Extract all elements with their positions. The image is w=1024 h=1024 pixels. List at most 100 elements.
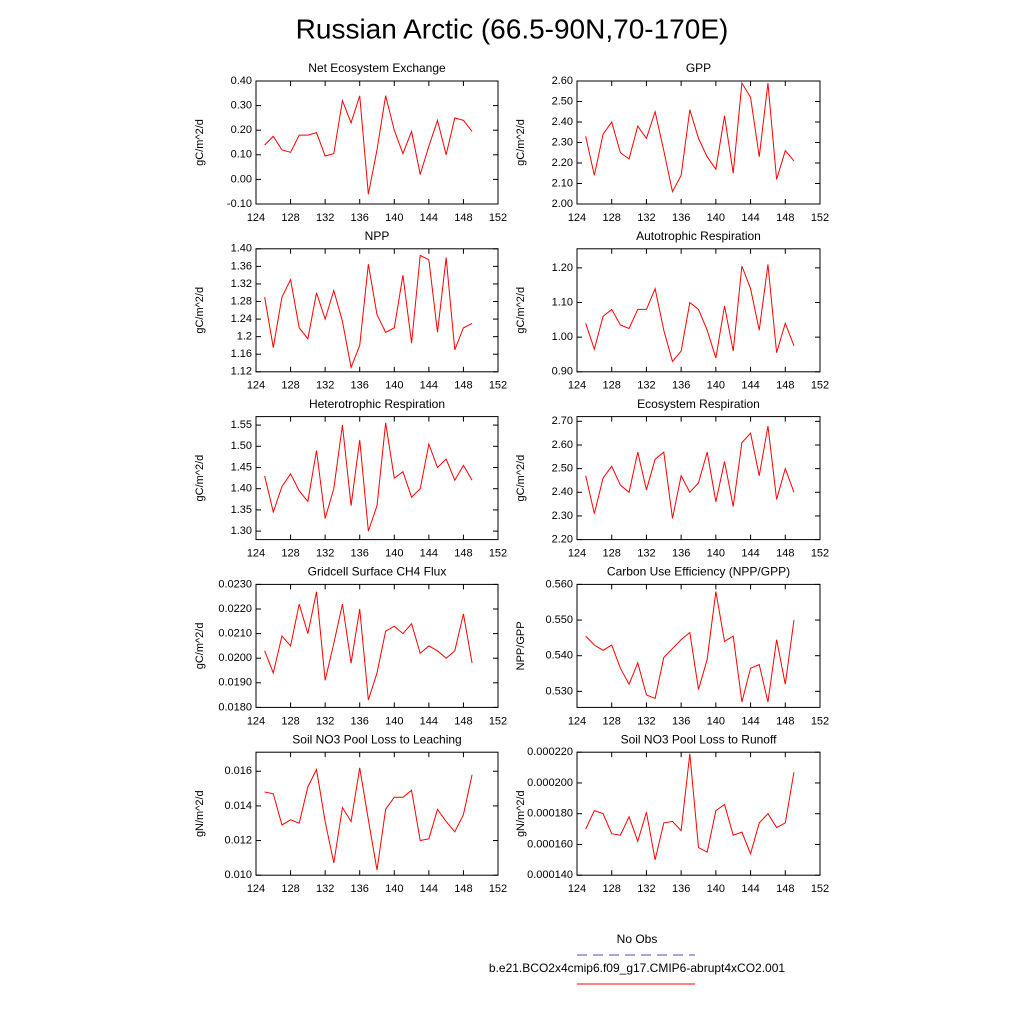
x-tick-label: 132 <box>637 883 655 895</box>
x-tick-label: 144 <box>741 548 759 560</box>
x-tick-label: 144 <box>420 548 438 560</box>
x-tick-label: 132 <box>637 212 655 224</box>
y-tick-label: 0.0210 <box>218 628 252 640</box>
y-tick-label: 0.000140 <box>527 869 573 881</box>
x-tick-label: 132 <box>316 715 334 727</box>
y-tick-label: 2.20 <box>552 534 573 546</box>
x-tick-label: 128 <box>281 380 299 392</box>
y-tick-label: 0.000160 <box>527 838 573 850</box>
y-tick-label: 0.010 <box>224 869 252 881</box>
y-tick-label: 1.55 <box>231 419 252 431</box>
plot-frame <box>255 751 499 876</box>
x-tick-label: 136 <box>351 548 369 560</box>
x-tick-label: 152 <box>811 548 829 560</box>
x-tick-label: 140 <box>385 212 403 224</box>
y-axis-label: gC/m^2/d <box>515 455 527 502</box>
x-tick-label: 144 <box>741 212 759 224</box>
panel-title: Soil NO3 Pool Loss to Leaching <box>292 732 461 746</box>
y-tick-label: 1.16 <box>231 348 252 360</box>
y-tick-label: 1.50 <box>231 440 252 452</box>
x-tick-label: 148 <box>776 548 794 560</box>
y-tick-label: 2.70 <box>552 415 573 427</box>
y-tick-label: 2.00 <box>552 198 573 210</box>
panel-title: Autotrophic Respiration <box>636 229 761 243</box>
y-axis-label: gC/m^2/d <box>194 287 206 334</box>
plot-frame <box>576 751 821 876</box>
y-tick-label: 1.36 <box>231 260 252 272</box>
x-tick-label: 136 <box>672 548 690 560</box>
x-tick-label: 128 <box>281 715 299 727</box>
y-tick-label: 0.20 <box>231 124 252 136</box>
y-tick-label: 2.40 <box>552 116 573 128</box>
y-tick-label: 1.45 <box>231 461 252 473</box>
y-axis-label: gC/m^2/d <box>194 119 206 166</box>
x-tick-label: 128 <box>603 715 621 727</box>
x-tick-label: 152 <box>811 715 829 727</box>
x-tick-label: 148 <box>454 212 472 224</box>
data-line <box>585 425 795 519</box>
y-tick-label: 2.60 <box>552 75 573 87</box>
x-tick-label: 132 <box>316 380 334 392</box>
x-tick-label: 140 <box>707 883 725 895</box>
x-tick-label: 148 <box>776 883 794 895</box>
y-tick-label: 1.12 <box>231 366 252 378</box>
x-tick-label: 132 <box>316 883 334 895</box>
x-tick-label: 152 <box>489 212 507 224</box>
x-tick-label: 152 <box>489 715 507 727</box>
y-tick-label: 0.550 <box>545 614 573 626</box>
x-tick-label: 152 <box>811 380 829 392</box>
x-tick-label: 140 <box>707 380 725 392</box>
data-line <box>585 264 795 363</box>
y-tick-label: 0.000180 <box>527 808 573 820</box>
x-tick-label: 144 <box>420 883 438 895</box>
y-tick-label: 0.0180 <box>218 701 252 713</box>
x-tick-label: 132 <box>316 212 334 224</box>
y-tick-label: 0.0230 <box>218 578 252 590</box>
data-line <box>264 254 473 370</box>
y-tick-label: 0.10 <box>231 149 252 161</box>
y-tick-label: 1.35 <box>231 504 252 516</box>
x-tick-label: 128 <box>281 548 299 560</box>
x-tick-label: 144 <box>420 212 438 224</box>
y-tick-label: 0.530 <box>545 685 573 697</box>
x-tick-label: 136 <box>351 380 369 392</box>
plot-frame <box>576 416 821 541</box>
data-line <box>264 95 473 195</box>
x-tick-label: 124 <box>568 548 586 560</box>
x-tick-label: 148 <box>454 380 472 392</box>
x-tick-label: 124 <box>568 212 586 224</box>
y-tick-label: 0.00 <box>231 173 252 185</box>
data-line <box>264 422 473 532</box>
y-axis-label: NPP/GPP <box>515 621 527 670</box>
x-tick-label: 124 <box>568 715 586 727</box>
x-tick-label: 132 <box>637 715 655 727</box>
x-tick-label: 124 <box>247 380 265 392</box>
y-tick-label: 2.50 <box>552 463 573 475</box>
x-tick-label: 128 <box>281 883 299 895</box>
x-tick-label: 152 <box>489 883 507 895</box>
x-tick-label: 124 <box>568 380 586 392</box>
x-tick-label: 128 <box>603 380 621 392</box>
x-tick-label: 152 <box>811 883 829 895</box>
plot-frame <box>255 80 499 205</box>
x-tick-label: 124 <box>247 212 265 224</box>
y-tick-label: 0.014 <box>224 800 252 812</box>
plot-frame <box>255 248 499 373</box>
plot-frame <box>255 416 499 541</box>
x-tick-label: 152 <box>811 212 829 224</box>
x-tick-label: 136 <box>351 212 369 224</box>
y-tick-label: 0.30 <box>231 100 252 112</box>
x-tick-label: 144 <box>741 715 759 727</box>
data-line <box>585 591 795 703</box>
y-tick-label: 1.10 <box>552 296 573 308</box>
y-axis-label: gC/m^2/d <box>194 455 206 502</box>
panel-title: Gridcell Surface CH4 Flux <box>308 565 447 579</box>
x-tick-label: 128 <box>603 548 621 560</box>
x-tick-label: 140 <box>707 212 725 224</box>
x-tick-label: 132 <box>637 380 655 392</box>
y-tick-label: 1.40 <box>231 243 252 255</box>
panel-title: Ecosystem Respiration <box>637 397 760 411</box>
x-tick-label: 148 <box>776 380 794 392</box>
y-tick-label: 1.00 <box>552 331 573 343</box>
